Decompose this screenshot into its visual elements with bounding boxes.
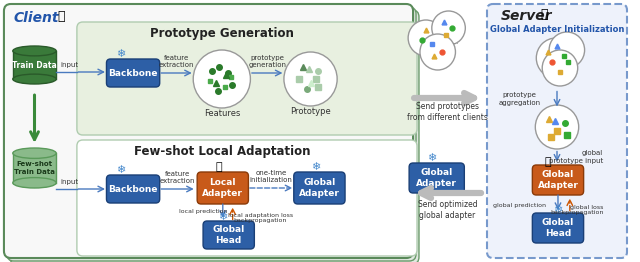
Text: feature
extraction: feature extraction [159,55,194,68]
Text: input: input [60,179,78,185]
FancyBboxPatch shape [532,213,584,243]
Circle shape [420,34,456,70]
FancyBboxPatch shape [106,175,160,203]
Text: ...: ... [452,37,460,46]
Text: global
prototype input: global prototype input [549,150,604,163]
FancyBboxPatch shape [532,165,584,195]
Text: ❄: ❄ [116,49,125,59]
Text: local adaptation loss
backpropagation: local adaptation loss backpropagation [228,212,293,223]
Circle shape [549,32,584,68]
Text: Backbone: Backbone [108,184,158,194]
Text: ❄: ❄ [427,153,436,163]
Circle shape [284,52,337,106]
Text: Server: Server [501,9,552,23]
Circle shape [536,38,576,78]
Text: Send prototypes
from different clients: Send prototypes from different clients [407,102,488,122]
Text: Train Data: Train Data [12,61,57,69]
Bar [13,153,56,183]
FancyBboxPatch shape [409,163,465,193]
Text: Few-shot Local Adaptation: Few-shot Local Adaptation [134,145,310,157]
FancyBboxPatch shape [294,172,345,204]
Text: local prediction: local prediction [179,210,227,215]
Text: global loss
backpropagation: global loss backpropagation [550,205,604,215]
Circle shape [542,50,578,86]
Text: ❄: ❄ [218,212,227,222]
FancyBboxPatch shape [10,10,419,262]
Text: Global Adapter Initialization: Global Adapter Initialization [490,25,624,34]
Text: Global
Head: Global Head [212,225,245,245]
Text: Global
Adapter: Global Adapter [416,168,457,188]
Text: ❄: ❄ [116,165,125,175]
Text: ❄: ❄ [311,162,320,172]
Ellipse shape [13,74,56,84]
Circle shape [432,11,465,45]
FancyBboxPatch shape [77,22,417,135]
Text: global prediction: global prediction [493,203,546,208]
Text: Send optimized
global adapter: Send optimized global adapter [418,200,477,220]
Circle shape [408,20,444,56]
Text: Client: Client [14,11,60,25]
FancyBboxPatch shape [7,7,416,261]
Text: Local
Adapter: Local Adapter [202,178,243,198]
Text: Features: Features [204,110,240,118]
Circle shape [535,105,579,149]
Text: ❄: ❄ [554,205,563,215]
Text: feature
extraction: feature extraction [160,171,195,184]
FancyBboxPatch shape [77,140,417,256]
FancyBboxPatch shape [4,4,413,258]
Text: 🔥: 🔥 [545,157,552,167]
Ellipse shape [13,178,56,188]
Text: prototype
generation: prototype generation [248,55,286,68]
Text: Global
Head: Global Head [542,218,574,238]
Text: 🖥: 🖥 [58,10,65,24]
Text: input: input [60,62,78,68]
Text: Few-shot
Train Data: Few-shot Train Data [14,161,55,174]
Text: 🖥: 🖥 [540,8,548,21]
Text: Prototype Generation: Prototype Generation [150,26,294,40]
Text: 🔥: 🔥 [216,162,222,172]
FancyBboxPatch shape [106,59,160,87]
Circle shape [193,50,250,108]
FancyBboxPatch shape [487,4,627,258]
Bar [13,51,56,79]
Ellipse shape [13,148,56,159]
Ellipse shape [13,46,56,56]
FancyBboxPatch shape [197,172,248,204]
Text: Backbone: Backbone [108,68,158,78]
FancyBboxPatch shape [203,221,254,249]
Text: Global
Adapter: Global Adapter [538,170,579,190]
Text: Prototype: Prototype [290,107,331,117]
Text: Global
Adapter: Global Adapter [299,178,340,198]
Text: prototype
aggregation: prototype aggregation [499,92,541,106]
Text: one-time
initialization: one-time initialization [250,170,292,183]
